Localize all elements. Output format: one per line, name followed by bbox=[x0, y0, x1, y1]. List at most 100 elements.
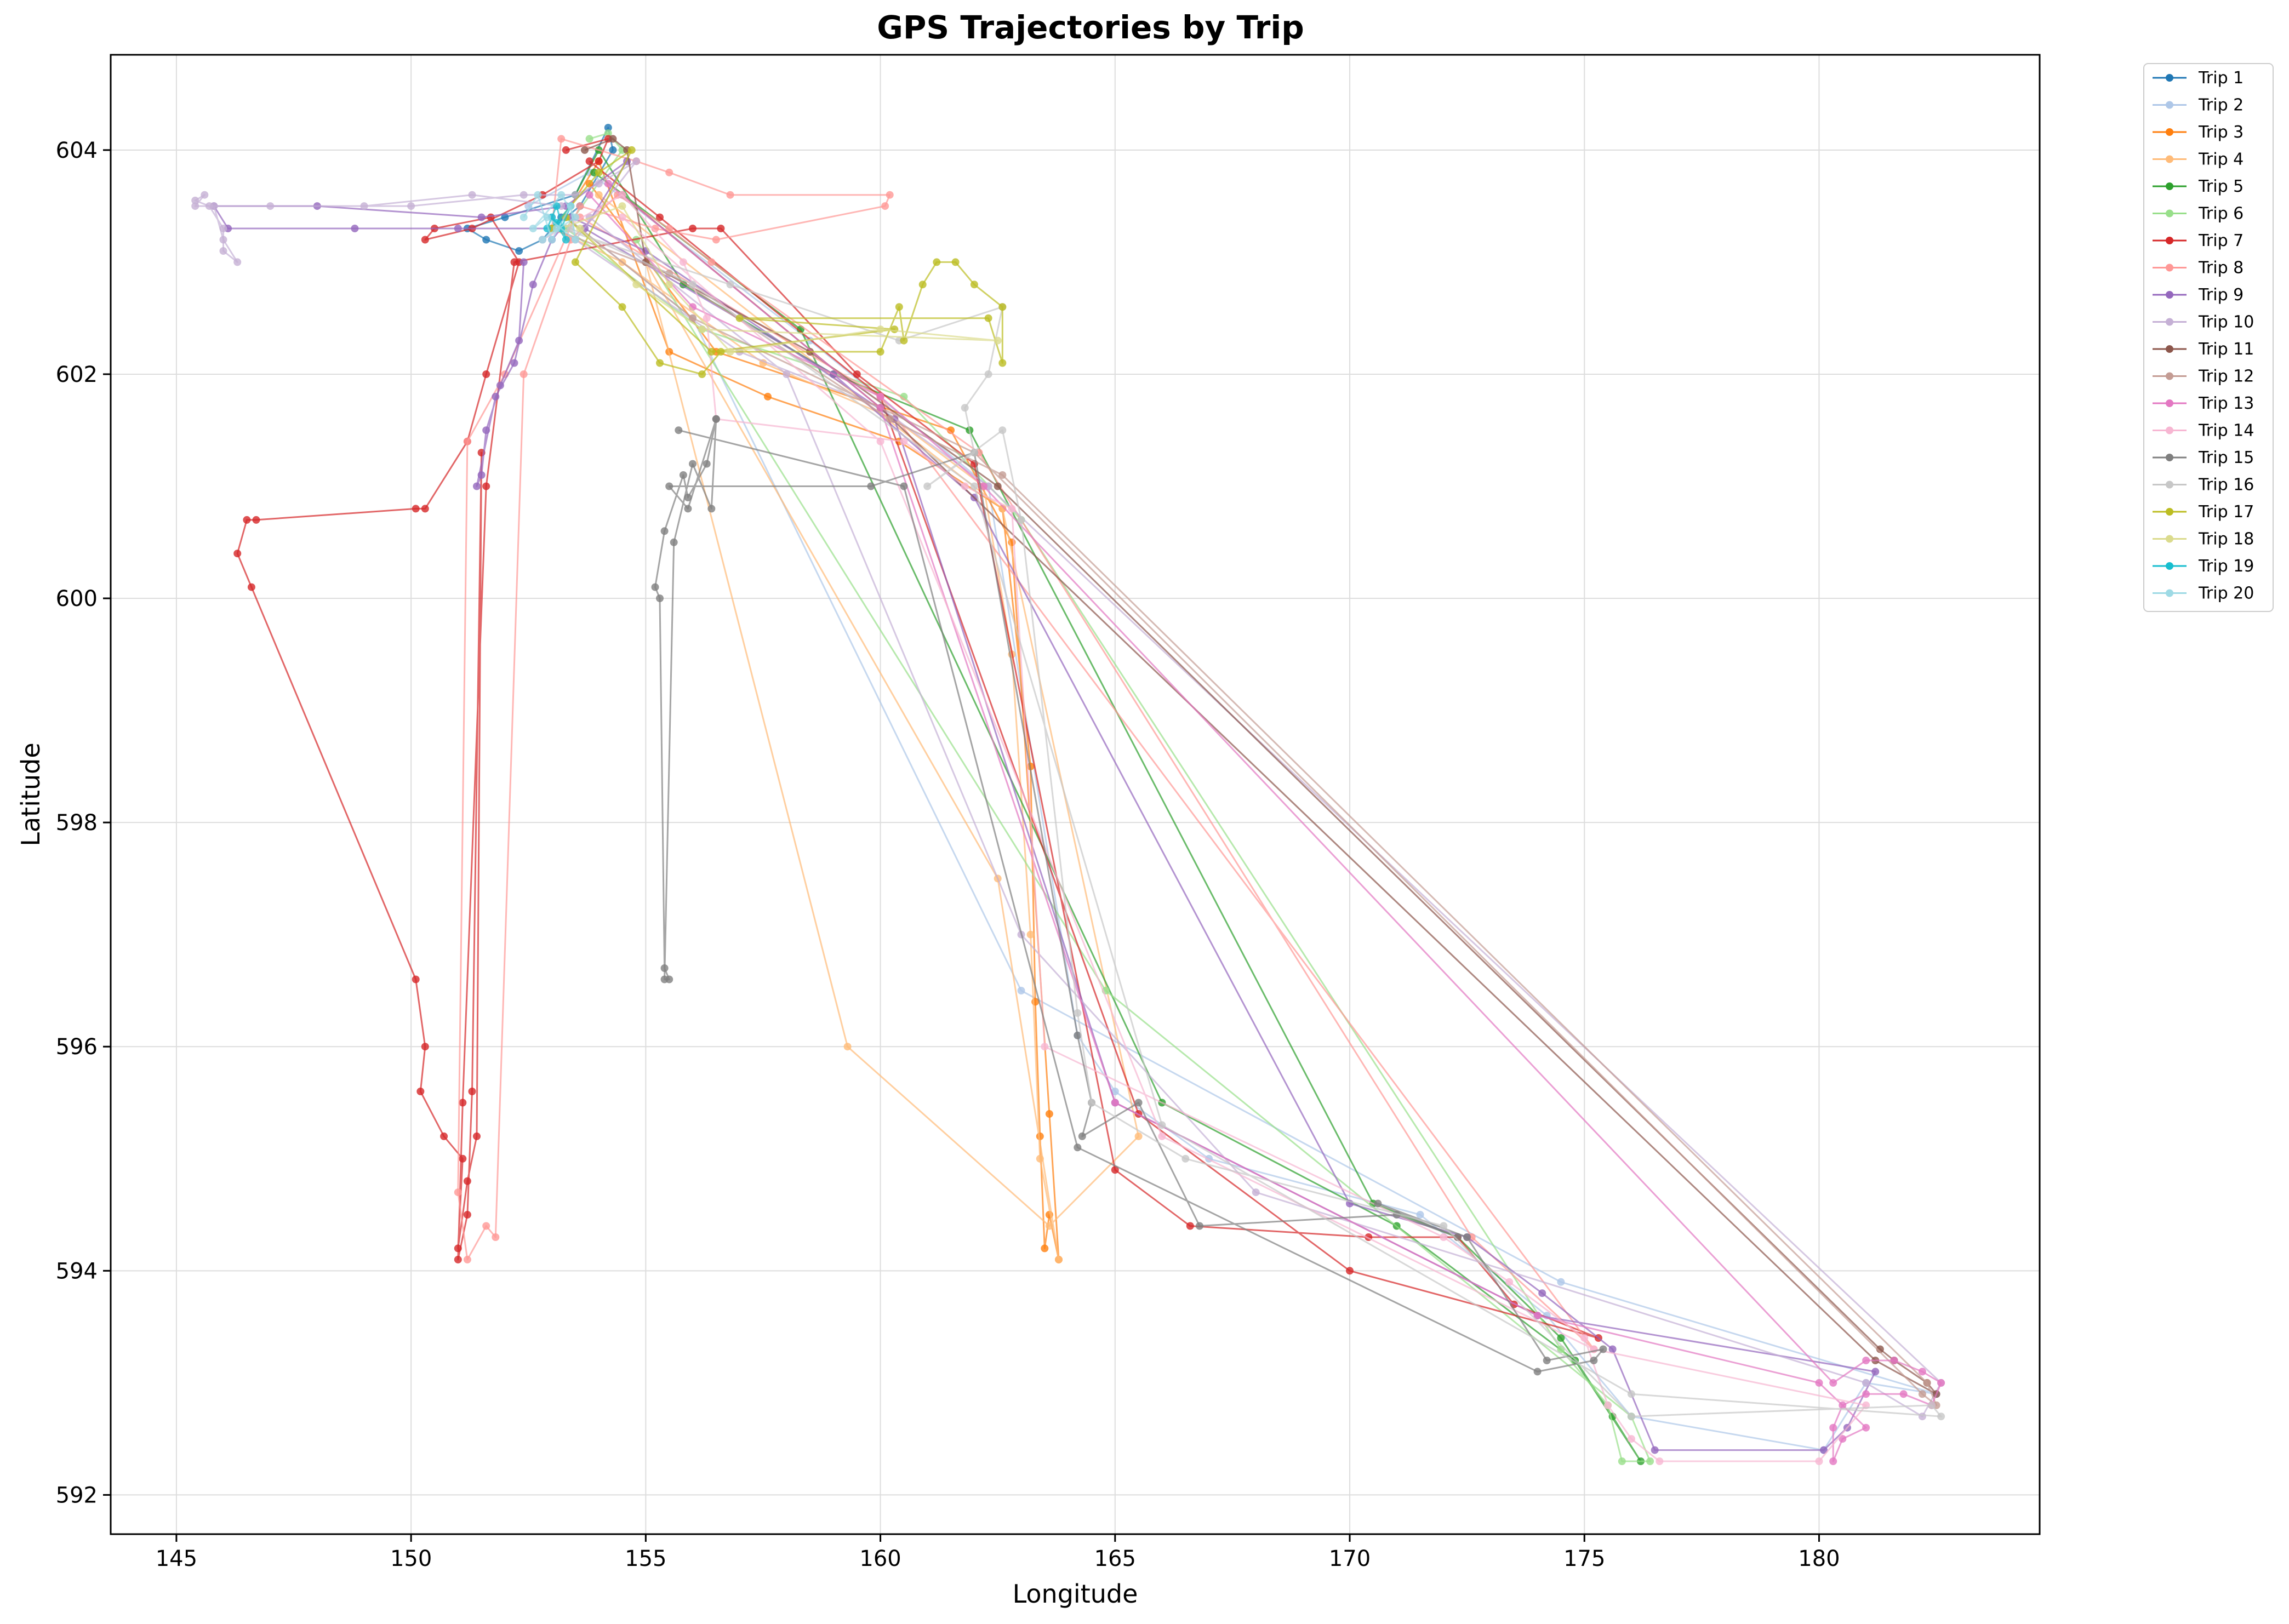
legend-label: Trip 12 bbox=[2198, 367, 2254, 386]
data-point bbox=[576, 225, 584, 232]
legend-marker bbox=[2166, 128, 2173, 136]
data-point bbox=[665, 169, 673, 176]
data-point bbox=[220, 247, 227, 255]
data-point bbox=[1604, 1402, 1612, 1409]
data-point bbox=[952, 258, 960, 266]
data-point bbox=[707, 505, 715, 512]
data-point bbox=[933, 258, 940, 266]
data-point bbox=[736, 314, 744, 322]
legend-marker bbox=[2166, 156, 2173, 163]
data-point bbox=[680, 258, 687, 266]
data-point bbox=[1928, 1402, 1936, 1409]
data-point bbox=[1651, 1446, 1659, 1454]
data-point bbox=[478, 471, 486, 479]
data-point bbox=[665, 483, 673, 490]
x-axis-label: Longitude bbox=[1013, 1579, 1138, 1609]
data-point bbox=[1074, 1009, 1081, 1017]
data-point bbox=[233, 258, 241, 266]
data-point bbox=[783, 370, 790, 378]
data-point bbox=[764, 393, 772, 401]
data-point bbox=[844, 1043, 852, 1050]
data-point bbox=[961, 404, 969, 411]
data-point bbox=[253, 516, 260, 524]
data-point bbox=[412, 976, 420, 983]
data-point bbox=[656, 594, 664, 602]
legend-label: Trip 18 bbox=[2198, 530, 2254, 549]
data-point bbox=[1181, 1155, 1189, 1163]
data-point bbox=[1829, 1379, 1837, 1387]
data-point bbox=[971, 281, 978, 288]
data-point bbox=[1018, 516, 1025, 524]
legend-marker bbox=[2166, 101, 2173, 109]
data-point bbox=[1088, 1099, 1095, 1107]
legend-marker bbox=[2166, 562, 2173, 570]
data-point bbox=[1628, 1390, 1635, 1398]
data-point bbox=[1417, 1211, 1424, 1219]
data-point bbox=[1923, 1379, 1931, 1387]
legend-label: Trip 14 bbox=[2198, 421, 2254, 441]
y-tick-label: 604 bbox=[56, 138, 98, 163]
data-point bbox=[511, 258, 518, 266]
data-point bbox=[998, 359, 1006, 367]
data-point bbox=[656, 359, 664, 367]
data-point bbox=[515, 247, 523, 255]
data-point bbox=[416, 1088, 424, 1095]
data-point bbox=[1862, 1379, 1870, 1387]
data-point bbox=[1158, 1133, 1166, 1140]
data-point bbox=[586, 135, 593, 142]
data-point bbox=[994, 337, 1002, 345]
legend-label: Trip 20 bbox=[2198, 584, 2254, 603]
legend-label: Trip 8 bbox=[2198, 259, 2244, 278]
legend-marker bbox=[2166, 399, 2173, 407]
data-point bbox=[1862, 1390, 1870, 1398]
data-point bbox=[1538, 1289, 1546, 1297]
data-point bbox=[1158, 1121, 1166, 1129]
legend-marker bbox=[2166, 291, 2173, 299]
data-point bbox=[998, 471, 1006, 479]
data-point bbox=[1829, 1457, 1837, 1465]
data-point bbox=[220, 236, 227, 244]
data-point bbox=[877, 348, 884, 356]
x-tick-label: 180 bbox=[1798, 1546, 1840, 1571]
data-point bbox=[661, 527, 669, 535]
data-point bbox=[1816, 1379, 1823, 1387]
data-point bbox=[604, 180, 612, 187]
data-point bbox=[1346, 1267, 1354, 1274]
legend-label: Trip 4 bbox=[2198, 150, 2244, 169]
data-point bbox=[1862, 1357, 1870, 1364]
data-point bbox=[1111, 1099, 1119, 1107]
data-point bbox=[520, 191, 528, 199]
data-point bbox=[919, 281, 927, 288]
x-tick-label: 150 bbox=[390, 1546, 432, 1571]
data-point bbox=[717, 225, 724, 232]
data-point bbox=[459, 1155, 466, 1163]
data-point bbox=[595, 191, 603, 199]
data-point bbox=[994, 483, 1002, 490]
data-point bbox=[469, 191, 476, 199]
data-point bbox=[886, 415, 894, 423]
data-point bbox=[1580, 1334, 1588, 1342]
data-point bbox=[985, 314, 992, 322]
data-point bbox=[1252, 1188, 1260, 1196]
legend-marker bbox=[2166, 345, 2173, 353]
y-axis-label: Latitude bbox=[16, 742, 45, 846]
data-point bbox=[361, 202, 368, 210]
data-point bbox=[464, 1211, 471, 1219]
data-point bbox=[544, 214, 551, 221]
data-point bbox=[1919, 1368, 1926, 1375]
legend-label: Trip 15 bbox=[2198, 448, 2254, 467]
data-point bbox=[1374, 1200, 1382, 1208]
data-point bbox=[998, 303, 1006, 311]
data-point bbox=[191, 197, 199, 204]
data-point bbox=[248, 584, 255, 591]
data-point bbox=[684, 505, 692, 512]
data-point bbox=[1816, 1457, 1823, 1465]
data-point bbox=[487, 214, 495, 221]
data-point bbox=[220, 225, 227, 232]
data-point bbox=[853, 370, 861, 378]
data-point bbox=[619, 202, 626, 210]
data-point bbox=[900, 483, 907, 490]
data-point bbox=[1628, 1413, 1635, 1420]
data-point bbox=[619, 191, 626, 199]
